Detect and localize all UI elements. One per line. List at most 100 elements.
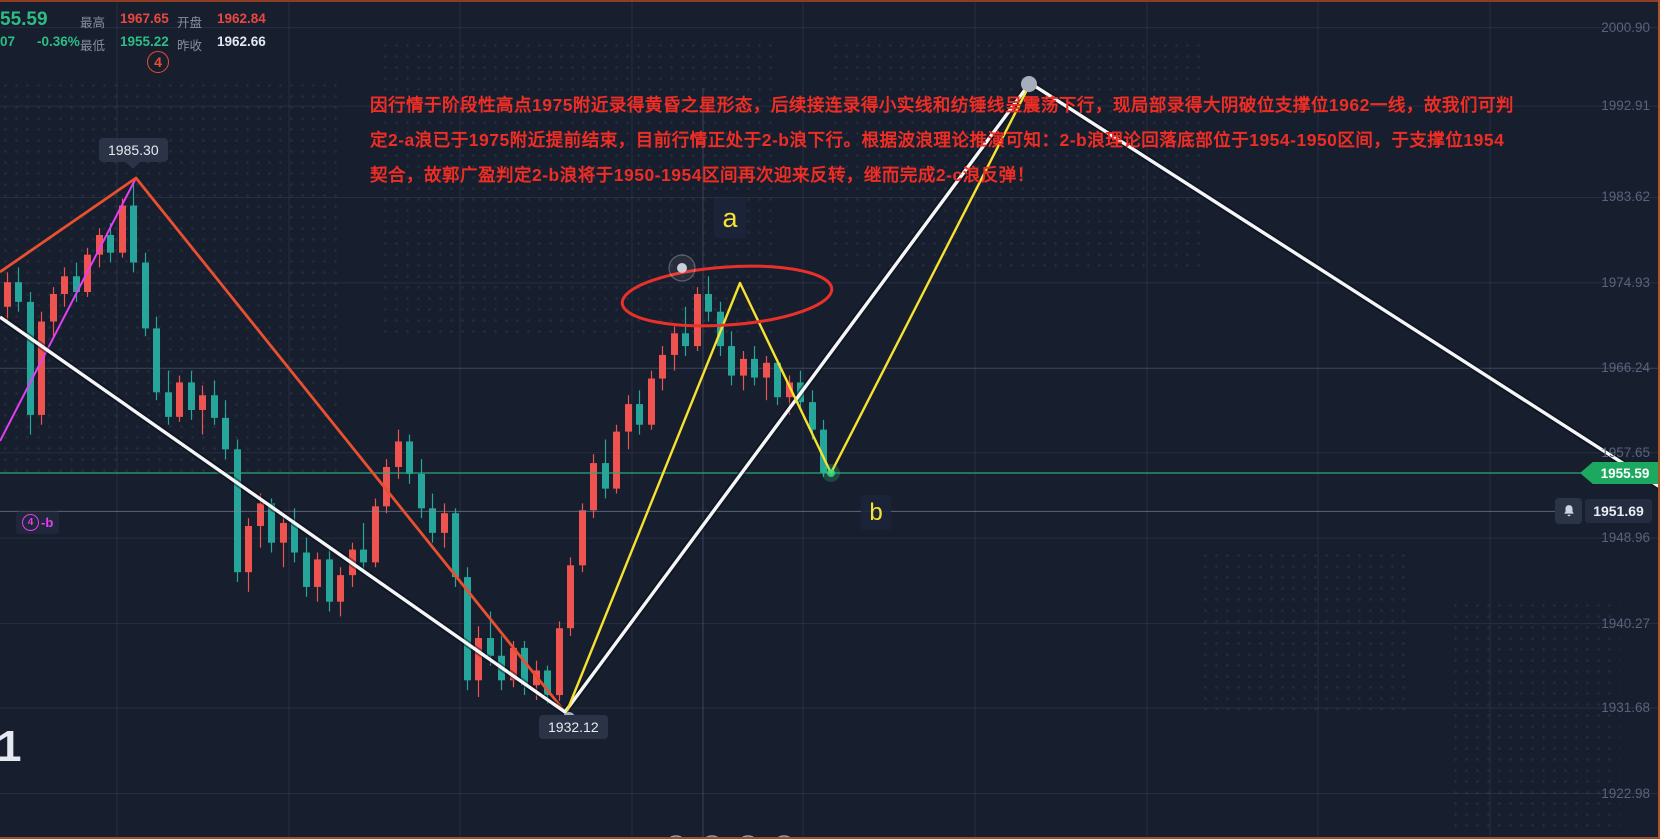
candle-body (544, 670, 551, 696)
toolbar-circle-button[interactable] (701, 835, 723, 839)
high-point-badge: 1985.30 (99, 138, 168, 169)
annotation-line-1: 因行情于阶段性高点1975附近录得黄昏之星形态，后续接连录得小实线和纺锤线呈震荡… (370, 95, 1514, 115)
candle-body (648, 378, 655, 425)
candle-body (50, 293, 57, 322)
candle-body (510, 647, 517, 681)
toolbar-circle-button[interactable] (773, 835, 795, 839)
candle-body (774, 362, 781, 398)
wave-4-marker[interactable]: 4 (147, 51, 169, 73)
candle-body (602, 463, 609, 489)
candle-body (234, 449, 241, 573)
wave-4b-suffix: -b (41, 515, 54, 530)
red-ellipse-highlight[interactable] (620, 260, 834, 333)
candle-body (820, 429, 827, 473)
candle-body (452, 513, 459, 578)
candle-body (107, 235, 114, 253)
wave-a-label[interactable]: a (714, 198, 746, 238)
wave-b-label[interactable]: b (861, 495, 891, 530)
candle-body (625, 404, 632, 432)
candle-body (165, 392, 172, 417)
candle-body (27, 301, 34, 415)
candle-body (705, 293, 712, 312)
toolbar-circle-button[interactable] (665, 835, 687, 839)
candle-body (257, 503, 264, 526)
background-dot-pattern (830, 40, 1200, 270)
wave-4b-digit: 4 (22, 514, 39, 531)
background-dot-pattern (1200, 550, 1410, 710)
wave-4b-marker[interactable]: 4 -b (16, 511, 60, 534)
candle-body (337, 575, 344, 602)
alert-price-badge[interactable]: 1951.69 (1585, 499, 1652, 524)
open-label: 开盘 (177, 16, 203, 30)
candle-body (740, 358, 747, 376)
open-value: 1962.84 (217, 11, 266, 26)
axis-tick-label: 1974.93 (1601, 274, 1650, 290)
axis-tick-label: 1940.27 (1601, 615, 1650, 631)
candle-body (96, 235, 103, 255)
candle-body (372, 506, 379, 563)
candle-body (475, 638, 482, 681)
candle-body (694, 293, 701, 347)
high-label: 最高 (80, 16, 106, 30)
price-alert-button[interactable] (1555, 498, 1582, 525)
axis-tick-label: 1948.96 (1601, 530, 1650, 546)
candle-body (556, 628, 563, 696)
high-point-value: 1985.30 (108, 142, 159, 158)
wave-4-digit: 4 (147, 51, 169, 73)
axis-tick-label: 1983.62 (1601, 189, 1650, 205)
candle-body (521, 647, 528, 686)
candle-body (406, 441, 413, 474)
candle-body (303, 552, 310, 587)
candle-body (763, 362, 770, 378)
low-point-badge: 1932.12 (539, 715, 608, 739)
candle-body (119, 205, 126, 253)
white-zigzag-trendline[interactable] (0, 81, 1660, 714)
low-point-value: 1932.12 (548, 719, 599, 735)
drag-handle-dot[interactable] (677, 263, 687, 273)
candle-body (188, 382, 195, 410)
candle-body (153, 328, 160, 393)
candle-body (728, 346, 735, 376)
orange-trendline[interactable] (0, 176, 567, 713)
candle-body (429, 508, 436, 533)
candle-body (280, 523, 287, 543)
last-price-value: 55.59 (0, 9, 48, 30)
candle-body (61, 276, 68, 294)
candle-body (268, 503, 275, 543)
axis-tick-label: 1922.98 (1601, 785, 1650, 801)
candle-body (222, 417, 229, 450)
annotation-line-2: 定2-a浪已于1975附近提前结束，目前行情正处于2-b浪下行。根据波浪理论推演… (370, 130, 1505, 150)
yellow-wave-trendline[interactable] (565, 85, 1031, 712)
candle-body (751, 358, 758, 378)
badge-pointer (126, 162, 141, 169)
candle-body (613, 431, 620, 489)
candle-body (314, 559, 321, 587)
price-change-value: 07 (0, 34, 16, 49)
candle-body (245, 525, 252, 573)
candle-body (326, 559, 333, 602)
clipped-numeral: 1 (0, 722, 22, 771)
candle-body (786, 382, 793, 398)
candle-body (590, 463, 597, 511)
frame-bottom-border (0, 837, 1660, 839)
candle-body (291, 523, 298, 553)
frame-right-border (1658, 0, 1660, 839)
prev-close-value: 1962.66 (217, 34, 266, 49)
candle-body (176, 382, 183, 417)
drag-handle-peak[interactable] (1021, 76, 1037, 92)
candle-body (199, 395, 206, 410)
candle-body (671, 333, 678, 355)
candle-body (383, 467, 390, 507)
toolbar-circle-button[interactable] (737, 835, 759, 839)
candle-body (142, 262, 149, 329)
candle-body (659, 354, 666, 379)
candle-body (73, 276, 80, 293)
axis-tick-label: 1992.91 (1601, 98, 1650, 114)
candle-body (809, 402, 816, 430)
axis-tick-label: 1966.24 (1601, 360, 1650, 376)
magenta-trendline[interactable] (0, 177, 137, 442)
candle-body (464, 577, 471, 681)
low-value: 1955.22 (120, 34, 169, 49)
